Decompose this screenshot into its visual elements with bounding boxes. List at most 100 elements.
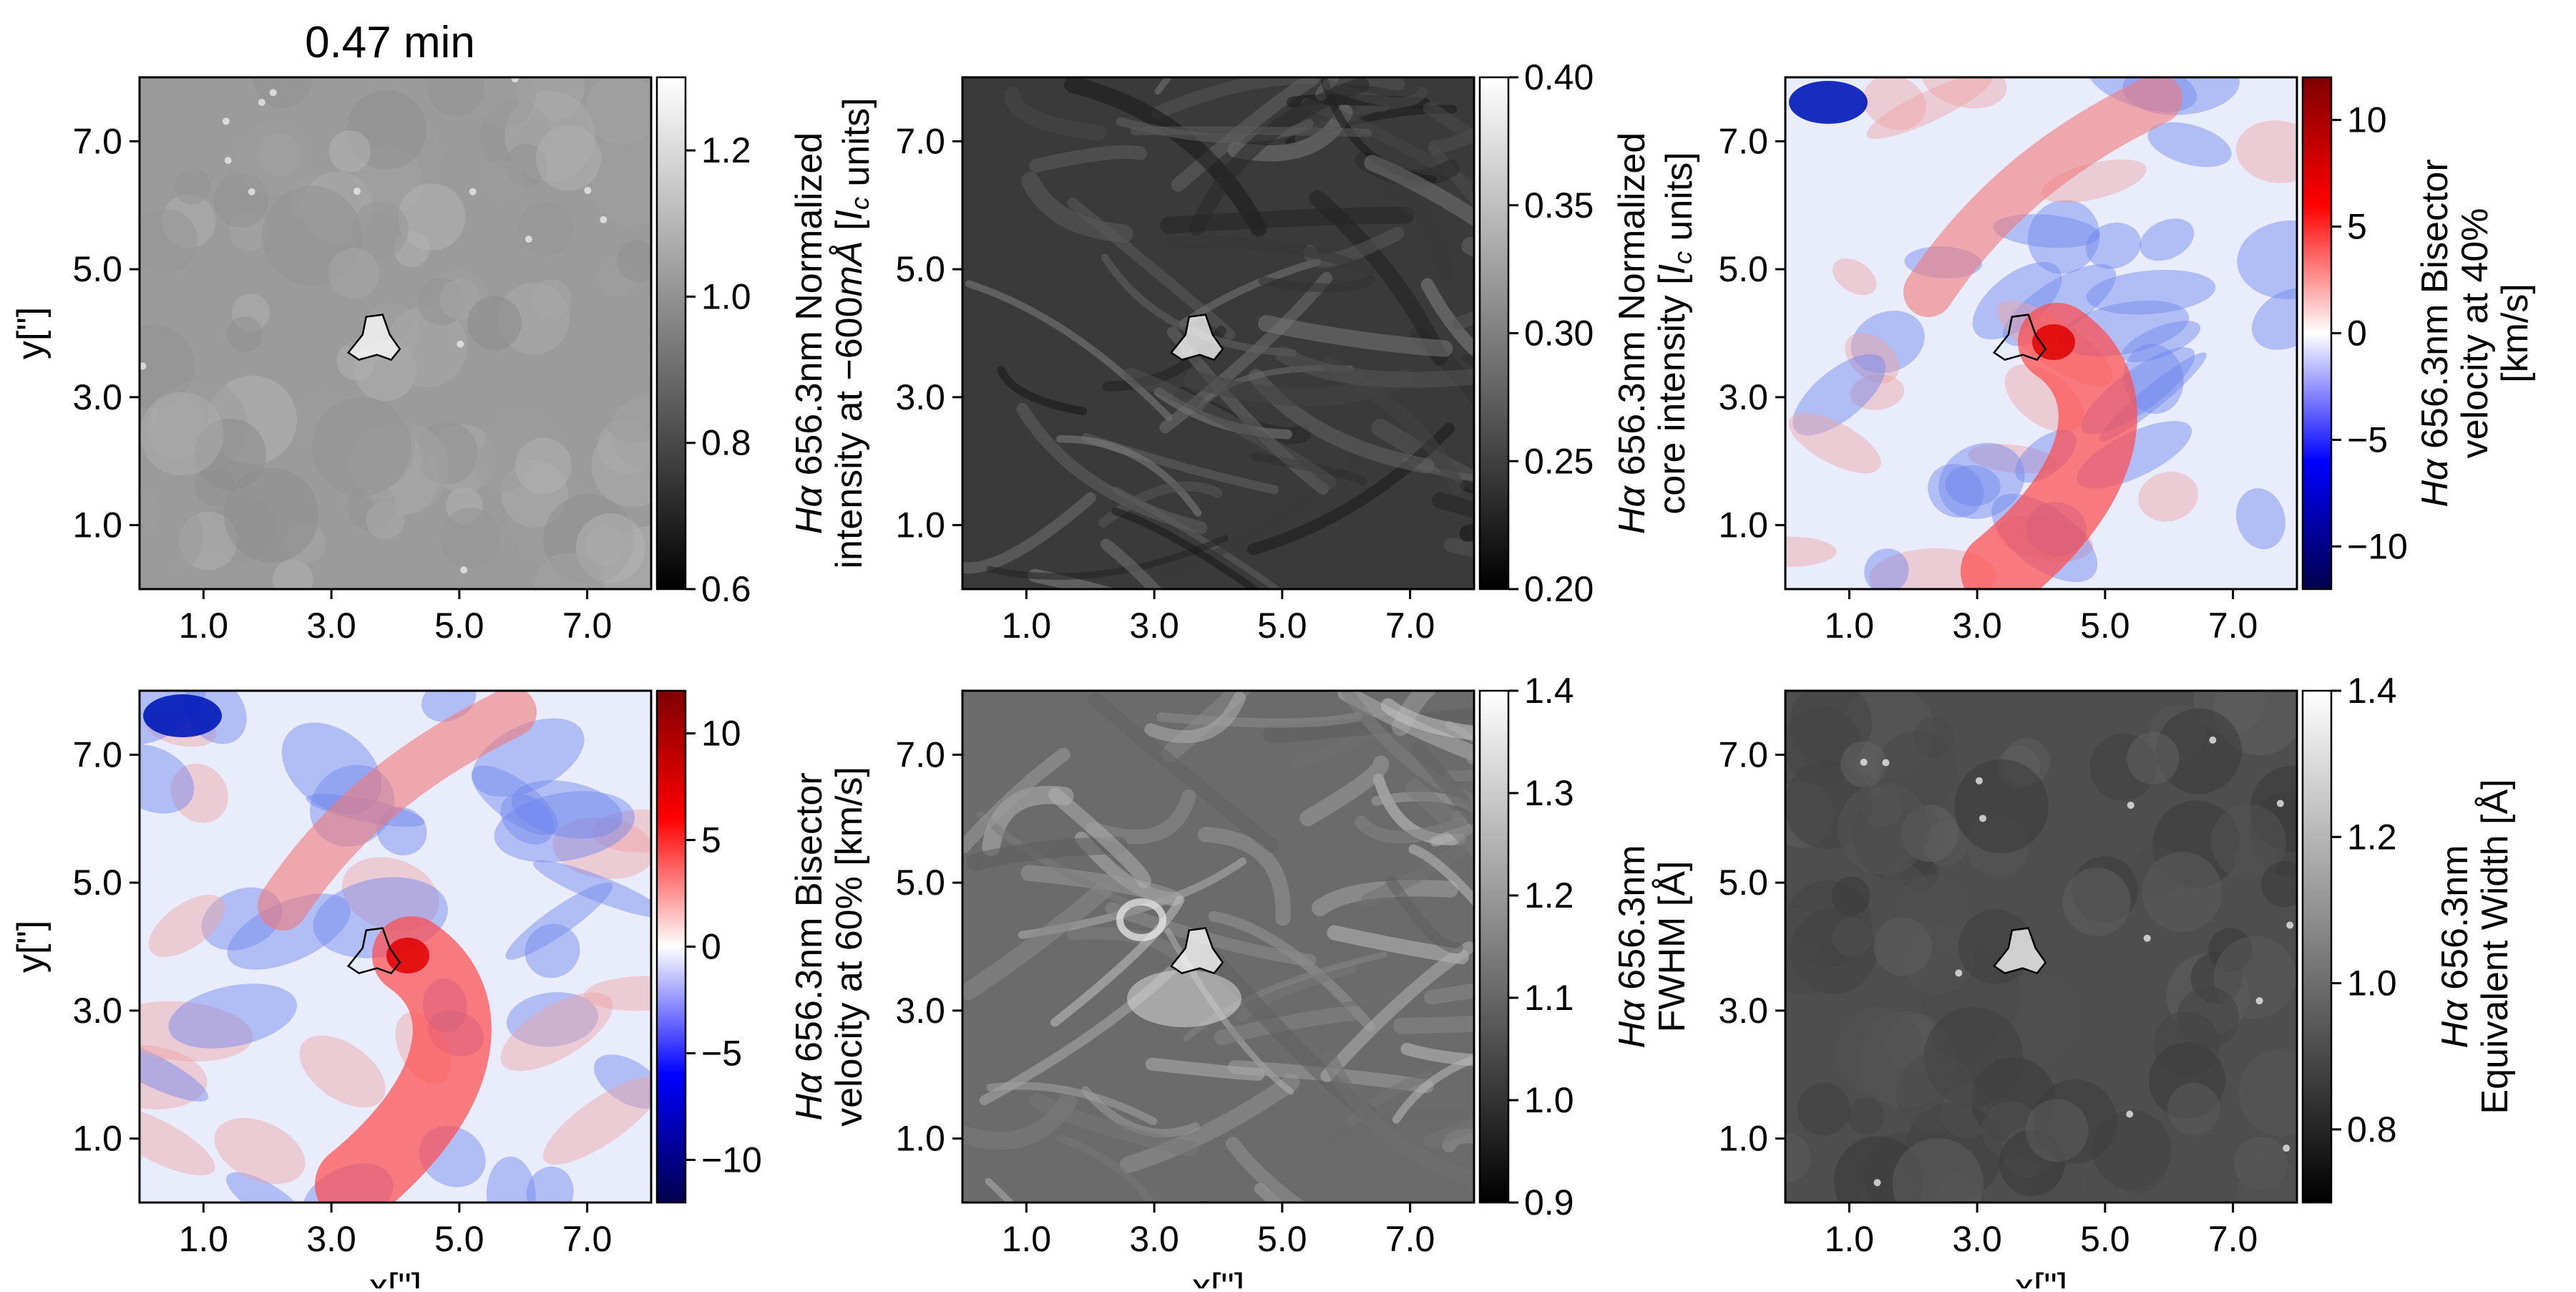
colorbar-tick-label: −10 (2347, 526, 2408, 566)
axes-frame (1784, 76, 2298, 591)
x-tick-label: 1.0 (1002, 606, 1052, 646)
colorbar-label-line-1: intensity at −600mÅ [Ic units] (829, 97, 877, 568)
y-tick-label: 5.0 (72, 249, 122, 289)
colorbar-label-line-1: FWHM [Å] (1652, 861, 1693, 1033)
figure-title: 0.47 min (305, 18, 475, 67)
colorbar-tick-label: 0.9 (1524, 1182, 1574, 1223)
x-tick-label: 7.0 (1385, 1219, 1435, 1259)
y-tick-label: 3.0 (895, 377, 945, 417)
colorbar-label-line-0: Hα 656.3nm (1611, 845, 1653, 1048)
colorbar-tick-label: 0.6 (701, 569, 751, 609)
heatmap-image (962, 691, 1474, 1203)
x-tick-label: 5.0 (434, 1219, 484, 1259)
colorbar-tick-label: 1.2 (701, 130, 751, 170)
x-tick-label: 5.0 (2080, 606, 2130, 646)
panel-top-right: 1.0 3.0 5.0 7.0 1.0 3.0 5.0 7.0 −10 −5 0 5 10 Hα 656.… (1718, 76, 2536, 646)
colorbar-tick-label: 1.1 (1524, 978, 1574, 1018)
y-tick-label: 5.0 (1718, 863, 1768, 903)
colorbar-tick-label: 0 (2347, 314, 2367, 354)
panel-top-middle: 1.0 3.0 5.0 7.0 1.0 3.0 5.0 7.0 0.20 0.25 0.30 0.35… (895, 57, 1700, 646)
colorbar-tick-label: 0 (701, 927, 721, 967)
y-tick-label: 5.0 (1718, 249, 1768, 289)
x-tick-label: 1.0 (179, 606, 229, 646)
colorbar-label-line-0: Hα 656.3nm Normalized (789, 132, 830, 534)
colorbar-tick-label: 0.20 (1524, 569, 1594, 609)
x-axis-label: x["] (1192, 1266, 1244, 1288)
x-tick-label: 5.0 (2080, 1219, 2130, 1259)
x-tick-label: 7.0 (562, 1219, 613, 1259)
x-tick-label: 1.0 (179, 1219, 229, 1259)
x-tick-label: 3.0 (1952, 606, 2002, 646)
y-tick-label: 1.0 (1718, 1119, 1768, 1159)
colorbar-gradient (1478, 76, 1510, 591)
colorbar-tick-label: 1.3 (1524, 773, 1574, 813)
colorbar-tick-label: 0.8 (2347, 1109, 2397, 1150)
panel-bottom-left: 1.0 3.0 5.0 7.0 1.0 3.0 5.0 7.0 x["] y["] −10 −5 0 5 1… (10, 689, 870, 1292)
y-tick-label: 3.0 (895, 991, 945, 1031)
y-tick-label: 3.0 (1718, 377, 1768, 417)
y-tick-label: 3.0 (72, 991, 122, 1031)
roi-contour (1992, 314, 2047, 361)
colorbar-gradient (1478, 689, 1510, 1204)
colorbar-label-line-2: [km/s] (2494, 283, 2536, 383)
colorbar-gradient (655, 689, 687, 1204)
x-tick-label: 1.0 (1825, 606, 1875, 646)
colorbar-tick-label: 1.4 (2347, 671, 2397, 711)
colorbar-tick-label: 1.0 (701, 276, 751, 316)
x-tick-label: 5.0 (434, 606, 484, 646)
x-tick-label: 5.0 (1257, 606, 1307, 646)
y-axis-label: y["] (10, 307, 52, 359)
colorbar-tick-label: 1.0 (1524, 1080, 1574, 1120)
colorbar-tick-label: 1.2 (2347, 817, 2397, 857)
colorbar-label-line-1: core intensity [Ic units] (1652, 152, 1700, 514)
y-tick-label: 3.0 (72, 377, 122, 417)
x-tick-label: 1.0 (1002, 1219, 1052, 1259)
colorbar-tick-label: 1.4 (1524, 671, 1574, 711)
panel-top-left: 1.0 3.0 5.0 7.0 1.0 3.0 5.0 7.0 y["] 0.6 0.8 1.0 1.2… (10, 76, 877, 646)
colorbar-tick-label: −5 (701, 1033, 742, 1073)
panel-bottom-middle: 1.0 3.0 5.0 7.0 1.0 3.0 5.0 7.0 x["] 0.9 1.0 1.1 1.2… (895, 671, 1693, 1292)
panel-bottom-right: 1.0 3.0 5.0 7.0 1.0 3.0 5.0 7.0 x["] 0.8 1.0 1.2 1.4… (1718, 671, 2516, 1292)
x-tick-label: 3.0 (306, 606, 356, 646)
colorbar-gradient (2301, 76, 2333, 591)
y-axis-label: y["] (10, 921, 52, 973)
axes-frame (1784, 689, 2298, 1204)
colorbar-tick-label: 0.40 (1524, 57, 1594, 97)
y-tick-label: 5.0 (72, 863, 122, 903)
y-tick-label: 1.0 (895, 505, 945, 545)
colorbar: 0.6 0.8 1.0 1.2 Hα 656.3nm Normalizedintensi… (655, 76, 877, 609)
colorbar-label-line-0: Hα 656.3nm Bisector (2414, 159, 2456, 507)
roi-contour (1169, 927, 1224, 975)
y-tick-label: 1.0 (72, 1119, 122, 1159)
colorbar-label-line-0: Hα 656.3nm Bisector (789, 772, 830, 1120)
roi-contour (1992, 927, 2047, 975)
roi-contour (346, 314, 401, 361)
heatmap-image (140, 77, 651, 589)
x-tick-label: 1.0 (1825, 1219, 1875, 1259)
x-tick-label: 3.0 (1129, 1219, 1179, 1259)
y-tick-label: 1.0 (72, 505, 122, 545)
colorbar-tick-label: 0.25 (1524, 441, 1594, 481)
y-tick-label: 7.0 (72, 734, 122, 774)
y-tick-label: 7.0 (895, 121, 945, 161)
colorbar-tick-label: 0.30 (1524, 314, 1594, 354)
colorbar-tick-label: 10 (701, 714, 741, 754)
colorbar-tick-label: 1.2 (1524, 875, 1574, 915)
colorbar-tick-label: 5 (2347, 207, 2367, 247)
colorbar-label-line-1: Equivalent Width [Å] (2474, 779, 2516, 1114)
colorbar-label-line-0: Hα 656.3nm Normalized (1611, 132, 1653, 534)
colorbar-label-line-1: velocity at 40% (2454, 208, 2496, 459)
x-tick-label: 3.0 (1952, 1219, 2002, 1259)
colorbar-label-line-1: velocity at 60% [km/s] (829, 767, 870, 1127)
colorbar: 0.20 0.25 0.30 0.35 0.40 Hα 656.3nm Normalize… (1478, 57, 1700, 609)
x-tick-label: 7.0 (2208, 1219, 2258, 1259)
colorbar-label-line-0: Hα 656.3nm (2434, 845, 2476, 1048)
x-tick-label: 3.0 (1129, 606, 1179, 646)
